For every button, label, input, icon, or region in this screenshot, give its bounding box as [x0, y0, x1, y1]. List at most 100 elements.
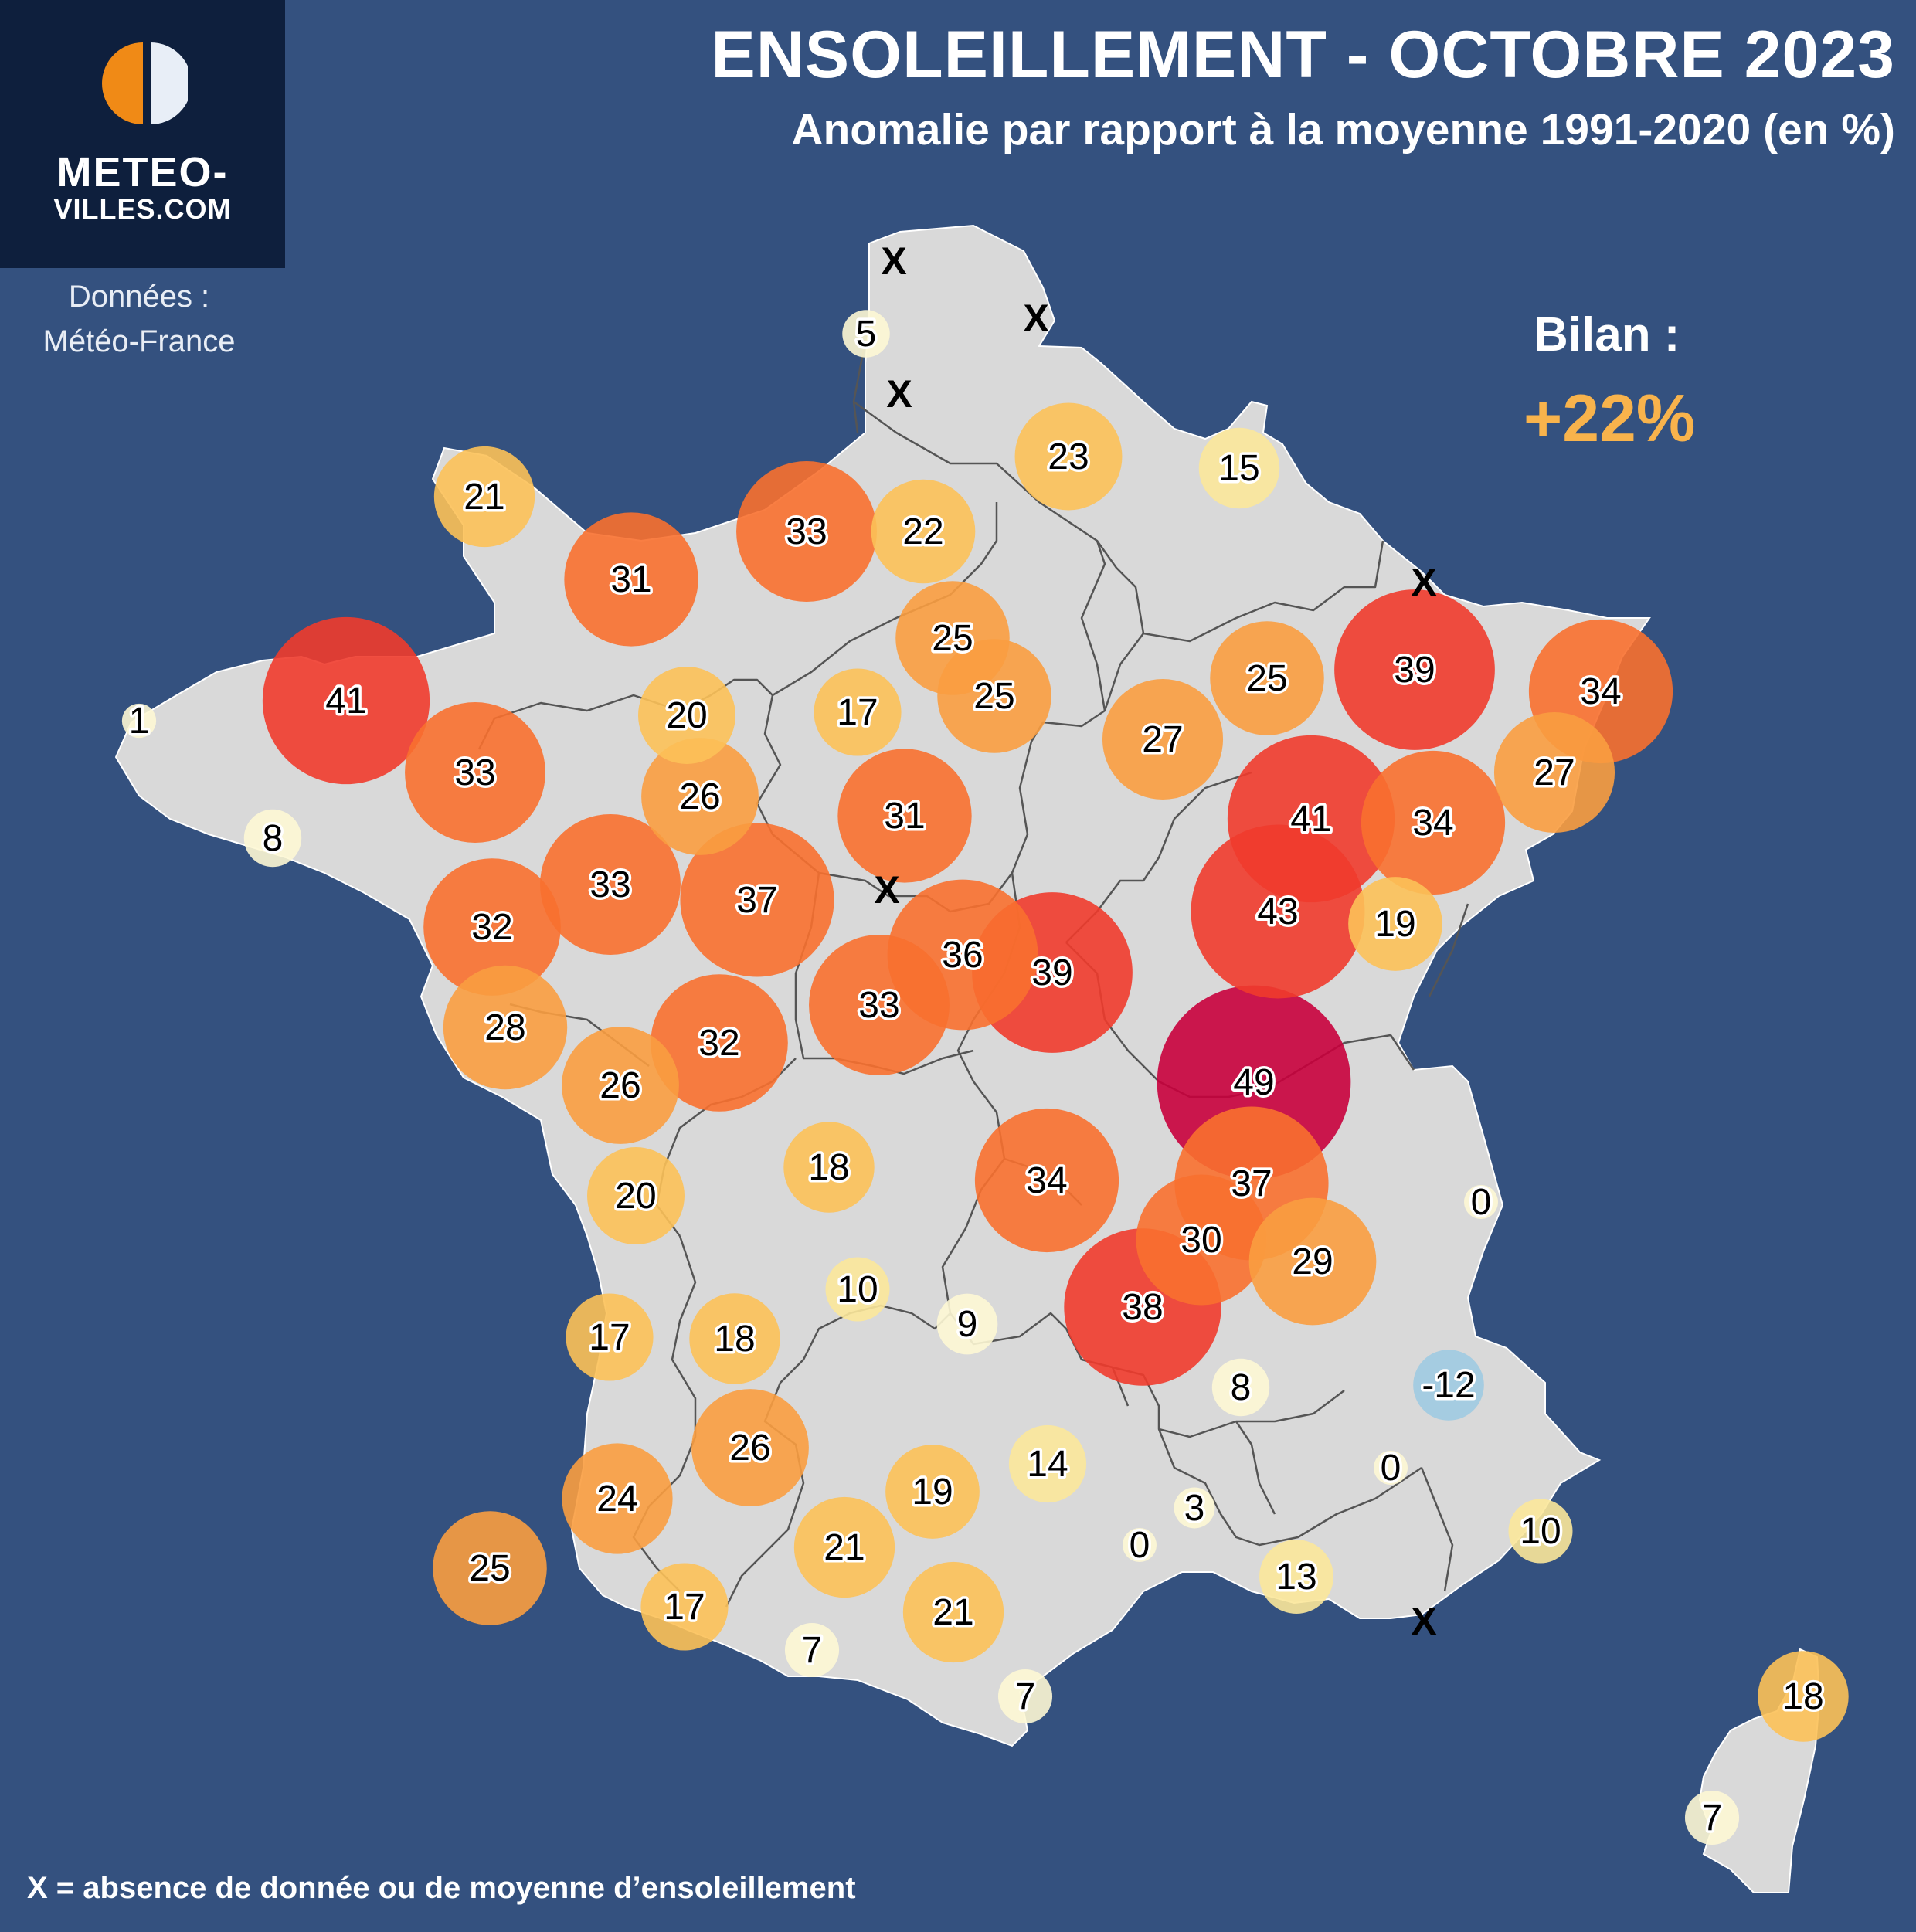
station-value-label: 27	[1534, 752, 1575, 793]
station-bubble	[997, 1669, 1053, 1724]
station-value-label: 29	[1292, 1241, 1333, 1282]
station-value-label: 32	[471, 907, 512, 948]
station-value-label: 20	[666, 695, 707, 736]
station-bubble	[121, 703, 157, 739]
missing-data-mark: X	[1023, 297, 1048, 340]
station-value-label: 7	[802, 1630, 823, 1671]
station-value-label: 31	[884, 796, 925, 837]
station-value-label: 25	[932, 618, 973, 659]
station-bubble	[784, 1622, 840, 1678]
station-value-label: 23	[1048, 436, 1089, 477]
station-bubble	[243, 809, 302, 868]
station-bubble	[809, 935, 950, 1075]
station-value-label: 14	[1027, 1444, 1068, 1485]
station-value-label: 25	[469, 1548, 510, 1589]
station-bubble	[587, 1147, 685, 1244]
station-value-label: 7	[1702, 1798, 1723, 1839]
station-value-label: 18	[808, 1147, 849, 1188]
missing-data-mark: X	[1411, 561, 1436, 604]
station-bubble	[885, 1445, 980, 1539]
station-value-label: 19	[912, 1472, 953, 1513]
station-value-label: 8	[263, 818, 284, 859]
station-bubble	[1123, 1528, 1157, 1562]
station-value-label: 39	[1394, 650, 1435, 691]
station-value-label: 26	[729, 1428, 770, 1469]
station-bubble	[640, 1563, 729, 1651]
station-value-label: 17	[837, 692, 878, 733]
station-value-label: 21	[824, 1527, 865, 1568]
summary-label: Bilan :	[1534, 308, 1680, 362]
station-bubble	[1758, 1651, 1849, 1742]
station-value-label: 21	[464, 477, 504, 518]
summary-value: +22%	[1524, 382, 1696, 456]
station-value-label: 0	[1381, 1448, 1401, 1489]
station-value-label: 49	[1233, 1062, 1274, 1103]
station-bubble	[1334, 589, 1495, 750]
station-value-label: 10	[1520, 1511, 1561, 1552]
station-bubble	[562, 1443, 673, 1554]
station-value-label: 27	[1142, 719, 1183, 760]
station-value-label: 17	[589, 1317, 630, 1358]
station-value-label: 18	[1782, 1676, 1823, 1717]
missing-data-mark: X	[1411, 1600, 1436, 1643]
station-value-label: 20	[615, 1176, 656, 1217]
station-value-label: 31	[610, 559, 651, 600]
station-bubble	[793, 1496, 895, 1598]
missing-data-mark: X	[874, 868, 899, 912]
station-value-label: 33	[589, 864, 630, 905]
station-bubble	[443, 965, 568, 1090]
station-value-label: 17	[664, 1587, 705, 1628]
station-bubble	[405, 702, 545, 843]
station-value-label: 0	[1471, 1182, 1492, 1223]
station-bubble	[564, 512, 698, 647]
station-bubble	[837, 749, 972, 883]
station-bubble	[1227, 735, 1395, 903]
station-value-label: 22	[902, 511, 943, 552]
station-bubble	[433, 1511, 547, 1625]
missing-data-mark: X	[886, 372, 912, 416]
missing-data-mark: X	[881, 239, 906, 283]
station-bubble	[1493, 711, 1615, 834]
station-value-label: 33	[786, 511, 827, 552]
station-bubble	[1248, 1197, 1377, 1326]
station-value-label: 43	[1257, 891, 1298, 932]
station-bubble	[1259, 1540, 1333, 1614]
station-bubble	[1211, 1358, 1270, 1417]
station-value-label: 5	[856, 314, 877, 355]
station-bubble	[651, 974, 788, 1112]
station-value-label: 36	[942, 935, 983, 976]
station-value-label: 28	[484, 1007, 525, 1048]
station-bubble	[1102, 678, 1224, 800]
station-value-label: 37	[736, 880, 777, 921]
station-bubble	[1008, 1424, 1087, 1503]
station-value-label: 21	[933, 1592, 973, 1633]
station-value-label: 30	[1181, 1220, 1221, 1261]
station-bubble	[262, 616, 430, 785]
station-bubble	[1210, 621, 1324, 735]
station-bubble	[1413, 1350, 1484, 1421]
station-value-label: 38	[1122, 1287, 1163, 1328]
station-bubble	[562, 1027, 679, 1144]
station-value-label: 3	[1184, 1488, 1205, 1529]
half-sun-icon	[102, 42, 188, 124]
station-bubble	[1684, 1790, 1740, 1845]
station-bubble	[540, 814, 681, 955]
station-value-label: 41	[325, 681, 366, 722]
station-value-label: 39	[1031, 952, 1072, 993]
station-value-label: 33	[858, 985, 899, 1026]
station-bubble	[689, 1293, 780, 1384]
station-bubble	[691, 1389, 809, 1506]
station-bubble	[1198, 427, 1280, 509]
station-bubble	[842, 310, 890, 358]
logo-text-line1: METEO-	[56, 149, 229, 195]
station-value-label: -12	[1422, 1365, 1475, 1406]
station-value-label: 37	[1231, 1163, 1272, 1204]
missing-data-marks: X X X X X X	[874, 239, 1436, 1643]
station-bubble	[902, 1561, 1004, 1663]
station-value-label: 34	[1412, 803, 1453, 844]
station-bubble	[1136, 1174, 1267, 1306]
logo-box: METEO- VILLES.COM	[0, 0, 285, 268]
station-value-label: 34	[1026, 1160, 1067, 1201]
